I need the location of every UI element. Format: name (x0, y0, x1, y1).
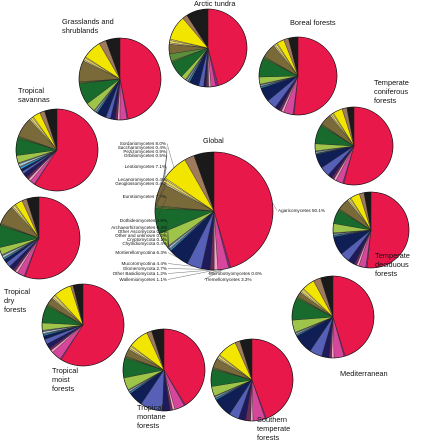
biome-label-temperate-deciduous-forests: Temperate deciduous forests (375, 251, 412, 278)
biome-pie-grasslands-and-shrublands (78, 37, 162, 121)
biome-pies (0, 8, 410, 422)
global-label-saccharomycetes: Saccharomycetes 0.4% (118, 145, 166, 150)
global-leader-tremellomycetes (203, 269, 224, 280)
global-label-sordariomycetes: Sordariomycetes 8.0% (120, 141, 166, 146)
global-label-geoglossomycetes: Geoglossomycetes 0.4% (115, 181, 166, 186)
global-label-tremellomycetes: Tremellomycetes 3.3% (205, 277, 252, 282)
global-leader-archaeorhizomycetes (167, 227, 169, 248)
global-leader-dothideomycetes (162, 220, 169, 241)
biome-pie-arctic-tundra (168, 8, 248, 88)
biome-label-arctic-tundra: Arctic tundra (194, 0, 236, 8)
global-leader-mortierellomycotina (167, 252, 179, 259)
global-title: Global (203, 136, 224, 145)
global-label-dothideomycetes: Dothideomycetes 4.5% (120, 218, 167, 223)
biome-pie-mediterranean (291, 275, 375, 359)
biome-tropical-savannas-outline (15, 108, 99, 192)
global-label-other-ascomycota: Other Ascomycota 0.5% (118, 229, 167, 234)
global-class-labels: Agaricomycetes 50.1% Microbotryomycetes 0… (111, 141, 325, 282)
biome-label-temperate-coniferous-forests: Temperate coniferous forests (374, 78, 411, 105)
global-label-agaricomycetes: Agaricomycetes 50.1% (278, 208, 325, 213)
biome-tropical-dry-forests-outline (0, 196, 81, 280)
global-pie (154, 151, 274, 271)
biome-pie-tropical-savannas (15, 108, 99, 192)
biome-tropical-dry-forests-slice-eurotiomycetes (0, 225, 40, 248)
biome-pie-temperate-deciduous-forests (332, 191, 410, 269)
global-label-leotiomycetes: Leotiomycetes 7.1% (125, 164, 166, 169)
global-label-chytridiomycota: Chytridiomycota 0.4% (122, 241, 167, 246)
biome-label-tropical-dry-forests: Tropical dry forests (4, 287, 32, 314)
biome-tropical-moist-forests-outline (41, 283, 125, 367)
global-leader-saccharomycetes (164, 147, 168, 179)
global-label-microbotryomycetes: Microbotryomycetes 0.6% (209, 271, 262, 276)
biome-pie-temperate-coniferous-forests (314, 106, 394, 186)
global-label-eurotiomycetes: Eurotiomycetes 7.7% (123, 194, 166, 199)
biome-grasslands-and-shrublands-slice-agaricomycetes (119, 37, 162, 120)
global-leader-eurotiomycetes (155, 196, 168, 222)
global-leader-mucoromycotina (167, 263, 195, 267)
biome-pie-tropical-montane-forests (122, 328, 206, 412)
global-outline (154, 151, 274, 271)
global-label-cryptomycota: Cryptomycota 0.1% (127, 237, 167, 242)
global-leader-agaricomycetes (272, 202, 278, 211)
global-leader-microbotryomycetes (207, 267, 230, 274)
global-label-orbiliomycetes: Orbiliomycetes 0.5% (124, 153, 166, 158)
biome-label-tropical-moist-forests: Tropical moist forests (52, 366, 80, 393)
biome-label-tropical-montane-forests: Tropical montane forests (137, 403, 168, 430)
biome-grasslands-and-shrublands-outline (78, 37, 162, 121)
biome-boreal-forests-slice-agaricomycetes (293, 36, 338, 116)
biome-pie-tropical-dry-forests (0, 196, 81, 280)
biome-southern-temperate-forests-outline (210, 338, 294, 422)
global-leader-lecanoromycetes (155, 179, 168, 207)
biome-label-mediterranean: Mediterranean (340, 369, 388, 378)
biome-tropical-montane-forests-outline (122, 328, 206, 412)
biome-mediterranean-outline (291, 275, 375, 359)
global-leader-wallemiomycetes (167, 269, 217, 280)
biome-label-grasslands-and-shrublands: Grasslands and shrublands (62, 17, 116, 35)
global-label-other-and-unknown: Other and unknown 0.2% (115, 233, 167, 238)
biome-pie-boreal-forests (258, 36, 338, 116)
global-leader-geoglossomycetes (154, 183, 168, 208)
global-label-lecanoromycetes: Lecanoromycetes 0.4% (118, 177, 166, 182)
global-label-mucoromycotina: Mucoromycotina 4.4% (122, 261, 167, 266)
biome-pie-southern-temperate-forests (210, 338, 294, 422)
biome-temperate-deciduous-forests-outline (332, 191, 410, 269)
global-label-wallemiomycetes: Wallemiomycetes 1.1% (119, 277, 167, 282)
biome-boreal-forests-outline (258, 36, 338, 116)
biome-arctic-tundra-outline (168, 8, 248, 88)
global-label-archaeorhizomycetes: Archaeorhizomycetes 0.4% (111, 225, 167, 230)
global-label-pezizomycetes: Pezizomycetes 0.9% (123, 149, 166, 154)
biome-label-southern-temperate-forests: Southern temperate forests (257, 415, 292, 440)
biome-label-boreal-forests: Boreal forests (290, 18, 336, 27)
global-leader-sordariomycetes (166, 143, 175, 168)
global-leader-other-basidiomycota (167, 269, 213, 274)
global-label-glomeromycota: Glomeromycota 2.7% (123, 266, 167, 271)
global-label-other-basidiomycota: Other Basidiomycota 1.2% (113, 271, 167, 276)
global-leader-glomeromycota (167, 268, 206, 270)
global-label-mortierellomycotina: Mortierellomycotina 6.3% (115, 250, 167, 255)
biome-temperate-coniferous-forests-outline (314, 106, 394, 186)
biome-label-tropical-savannas: Tropical savannas (18, 86, 50, 104)
biome-pie-tropical-moist-forests (41, 283, 125, 367)
